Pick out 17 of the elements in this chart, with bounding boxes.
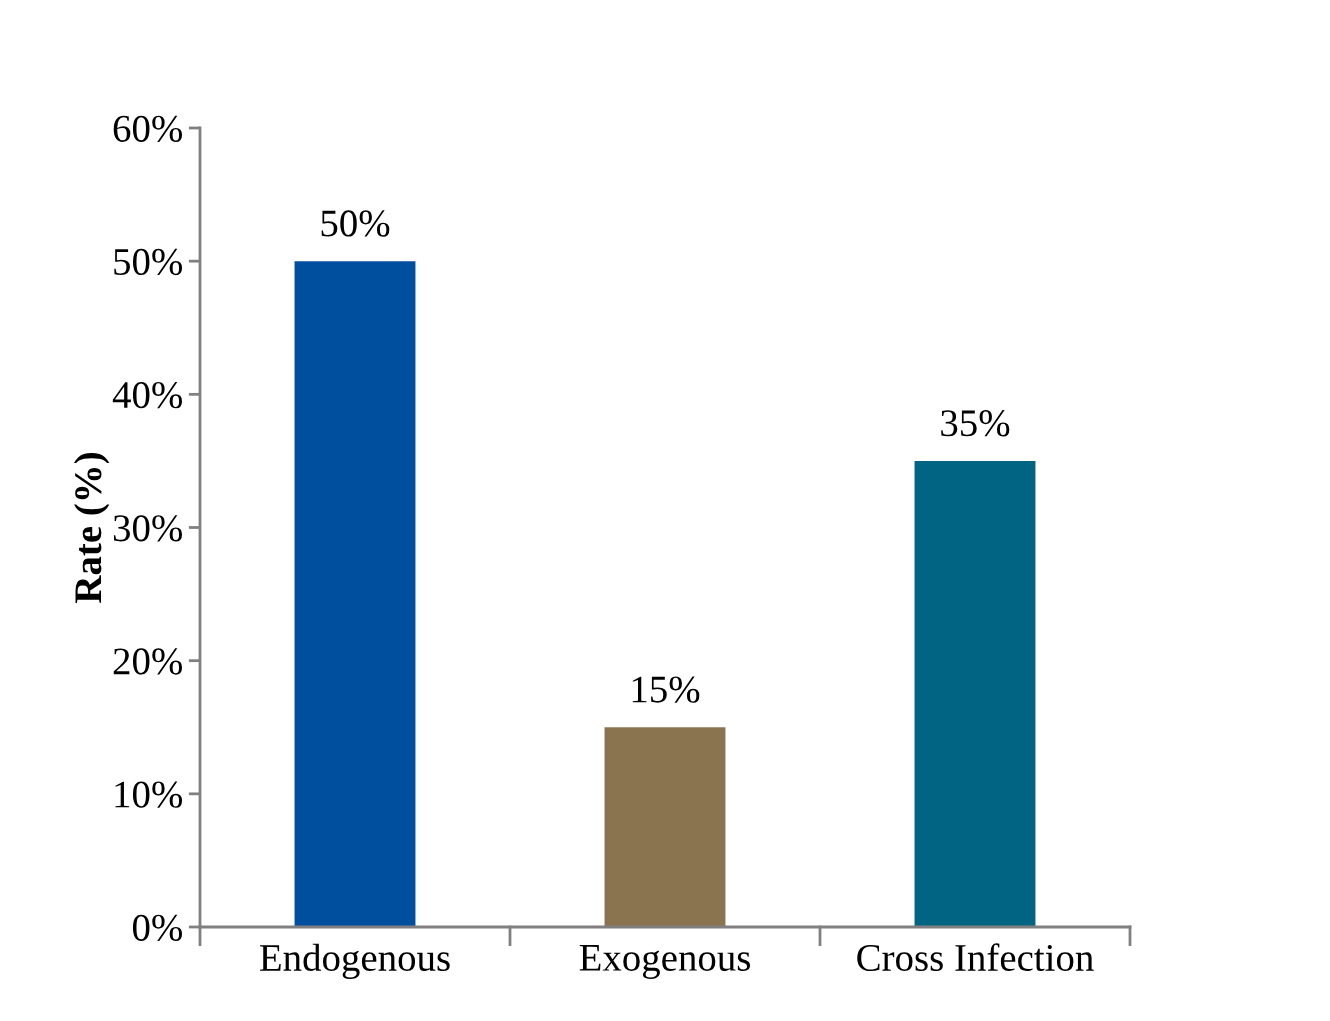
bar bbox=[914, 460, 1036, 927]
bar bbox=[294, 261, 416, 927]
y-tick-label: 50% bbox=[114, 248, 183, 276]
x-tick-label: Endogenous bbox=[259, 943, 450, 980]
y-axis-title: Rate (%) bbox=[74, 453, 110, 603]
y-tick-label: 30% bbox=[113, 515, 183, 542]
y-tick-label: 60% bbox=[113, 115, 183, 142]
y-tick-label: 0% bbox=[132, 914, 183, 941]
x-tick-label: Exogenous bbox=[579, 945, 750, 979]
y-tick-label: 40% bbox=[112, 381, 183, 409]
y-tick-label: 20% bbox=[113, 648, 183, 675]
x-tick-label: Cross Infection bbox=[857, 943, 1094, 972]
data-label: 15% bbox=[632, 676, 700, 703]
data-label: 35% bbox=[941, 410, 1010, 437]
y-tick-label: 10% bbox=[115, 781, 183, 808]
data-label: 50% bbox=[321, 210, 390, 237]
bar bbox=[604, 727, 726, 927]
